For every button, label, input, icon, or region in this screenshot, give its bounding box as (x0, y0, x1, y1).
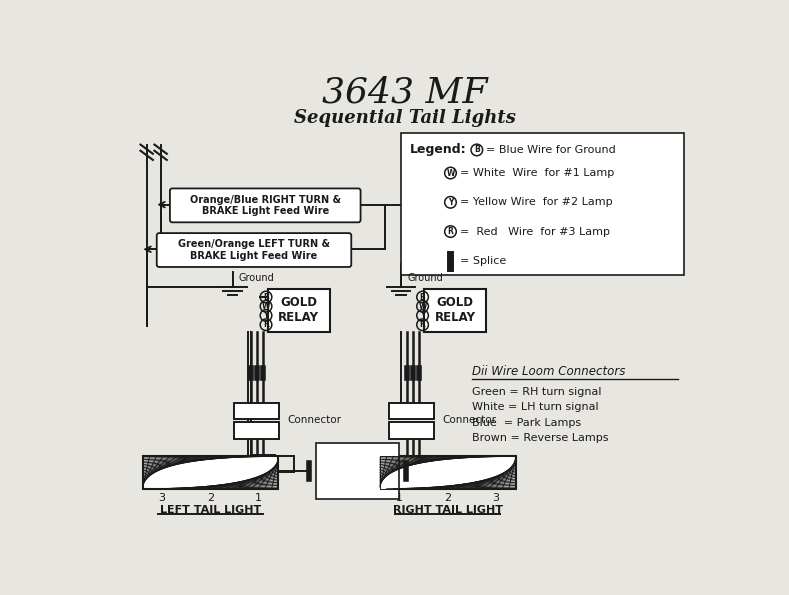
Text: B: B (264, 293, 269, 302)
Text: Green/Orange LEFT TURN &
BRAKE Light Feed Wire: Green/Orange LEFT TURN & BRAKE Light Fee… (178, 239, 330, 261)
Bar (234, 402, 279, 419)
Text: 3: 3 (492, 493, 499, 503)
Text: Legend:: Legend: (410, 143, 467, 156)
Text: Green = RH turn signal: Green = RH turn signal (472, 387, 602, 397)
Text: Sequential Tail Lights: Sequential Tail Lights (294, 109, 516, 127)
Bar (267, 289, 330, 331)
Text: =  Red   Wire  for #3 Lamp: = Red Wire for #3 Lamp (460, 227, 610, 237)
Text: Y: Y (264, 311, 269, 320)
Text: = White  Wire  for #1 Lamp: = White Wire for #1 Lamp (460, 168, 614, 178)
Text: = Yellow Wire  for #2 Lamp: = Yellow Wire for #2 Lamp (460, 198, 612, 207)
Text: = Blue Wire for Ground: = Blue Wire for Ground (486, 145, 616, 155)
Text: Y: Y (448, 198, 453, 207)
Text: W: W (418, 302, 427, 311)
Bar (143, 456, 279, 488)
Text: Orange/Blue RIGHT TURN &
BRAKE Light Feed Wire: Orange/Blue RIGHT TURN & BRAKE Light Fee… (189, 195, 341, 216)
Text: Connector: Connector (442, 415, 496, 425)
Text: 1: 1 (396, 493, 403, 503)
Text: R: R (447, 227, 454, 236)
Bar (424, 289, 486, 331)
Text: 1: 1 (255, 493, 262, 503)
Bar (380, 456, 515, 488)
Text: R: R (420, 320, 425, 329)
Text: Ground: Ground (239, 273, 275, 283)
Text: 3: 3 (159, 493, 166, 503)
Text: Dii Wire Loom Connectors: Dii Wire Loom Connectors (472, 365, 626, 378)
Text: 2: 2 (443, 493, 451, 503)
Text: Y: Y (420, 311, 425, 320)
Bar (234, 422, 279, 439)
Text: LEFT TAIL LIGHT: LEFT TAIL LIGHT (160, 505, 261, 515)
Bar (389, 422, 434, 439)
Text: Connector: Connector (287, 415, 341, 425)
Text: Blue  = Park Lamps: Blue = Park Lamps (472, 418, 581, 428)
Text: GOLD
RELAY: GOLD RELAY (435, 296, 476, 324)
Text: W: W (447, 168, 454, 177)
Text: Ground: Ground (407, 273, 443, 283)
Text: 2: 2 (207, 493, 214, 503)
Text: R: R (263, 320, 269, 329)
FancyBboxPatch shape (170, 189, 361, 223)
Text: W: W (262, 302, 270, 311)
Text: = Splice: = Splice (460, 256, 506, 266)
Bar (316, 443, 399, 499)
Text: B: B (474, 145, 480, 155)
Text: (OPTIONAL)
ADD GROUND
WIRE FROM
LIGHT HOUSING: (OPTIONAL) ADD GROUND WIRE FROM LIGHT HO… (318, 449, 397, 493)
Text: White = LH turn signal: White = LH turn signal (472, 402, 599, 412)
Bar (401, 133, 684, 275)
Text: RIGHT TAIL LIGHT: RIGHT TAIL LIGHT (393, 505, 503, 515)
FancyBboxPatch shape (157, 233, 351, 267)
Text: GOLD
RELAY: GOLD RELAY (278, 296, 319, 324)
Text: B: B (420, 293, 425, 302)
Text: 3643 MF: 3643 MF (322, 76, 488, 110)
Text: Brown = Reverse Lamps: Brown = Reverse Lamps (472, 433, 608, 443)
Bar (389, 402, 434, 419)
